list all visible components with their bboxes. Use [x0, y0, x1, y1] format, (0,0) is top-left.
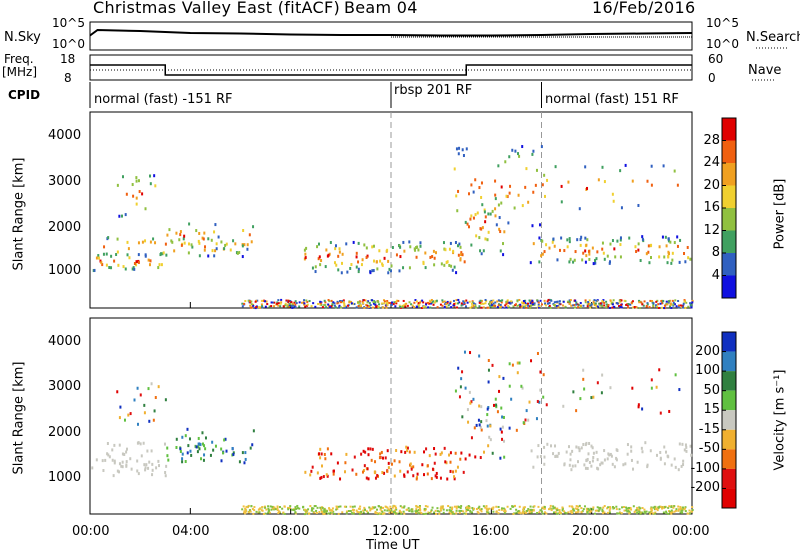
nave-tick-top: 60 — [708, 52, 724, 66]
velocity-y-tick: 3000 — [48, 379, 82, 394]
velocity-colorbar-segment — [722, 351, 736, 372]
x-tick: 04:00 — [172, 524, 210, 539]
power-colorbar-segment — [722, 208, 736, 231]
power-colorbar-tick-label: 12 — [703, 222, 720, 238]
power-colorbar-segment — [722, 185, 736, 208]
velocity-colorbar-tick-label: -200 — [690, 480, 720, 496]
nsky-line — [89, 28, 693, 37]
x-tick: 00:00 — [72, 524, 110, 539]
power-colorbar-tick-label: 24 — [703, 155, 720, 170]
x-tick: 12:00 — [372, 524, 410, 539]
power-colorbar-segment — [722, 275, 736, 298]
velocity-colorbar-segment — [722, 371, 736, 391]
nsky-label: N.Sky — [4, 30, 41, 45]
cpid-label: CPID — [8, 88, 41, 102]
velocity-colorbar-tick-label: 15 — [703, 402, 720, 418]
velocity-colorbar-tick-label: 200 — [695, 343, 720, 359]
freq-panel-frame — [89, 54, 693, 81]
velocity-colorbar-frame — [721, 331, 737, 509]
power-y-tick: 3000 — [48, 174, 82, 189]
velocity-colorbar-segment — [722, 488, 736, 508]
nsky-tick-top: 10^5 — [52, 16, 85, 30]
x-tick: 08:00 — [272, 524, 310, 539]
x-tick: 00:00 — [672, 524, 710, 539]
power-colorbar-tick-label: 16 — [703, 200, 720, 215]
velocity-colorbar-tick-label: -50 — [698, 441, 720, 457]
power-colorbar-segment — [722, 253, 736, 276]
velocity-panel-frame — [89, 317, 693, 515]
velocity-colorbar-tick-label: 50 — [703, 382, 720, 398]
power-colorbar-tick-label: 20 — [703, 177, 720, 193]
velocity-colorbar-segment — [722, 429, 736, 450]
cpid-segment-label: normal (fast) 151 RF — [545, 92, 679, 107]
freq-tick-top: 18 — [60, 52, 76, 66]
velocity-y-tick: 4000 — [48, 334, 82, 349]
power-y-tick: 1000 — [48, 263, 82, 278]
power-colorbar-segment — [722, 140, 736, 163]
velocity-colorbar-segment — [722, 390, 736, 411]
power-y-tick: 4000 — [48, 128, 82, 143]
nave-tick-bottom: 0 — [708, 71, 716, 85]
chart-title: Christmas Valley East (fitACF) — [93, 0, 341, 17]
velocity-echo-cells — [91, 350, 694, 516]
velocity-y-tick: 2000 — [48, 425, 82, 440]
power-colorbar-tick-label: 28 — [703, 132, 720, 148]
power-colorbar-tick-label: 4 — [711, 267, 720, 283]
power-echo-cells — [92, 145, 694, 310]
velocity-colorbar-tick-label: 100 — [695, 363, 720, 379]
freq-label: Freq. — [4, 52, 34, 66]
freq-line — [90, 64, 692, 76]
power-colorbar-tick-label: 8 — [711, 245, 720, 260]
x-tick: 20:00 — [572, 524, 610, 539]
nsky-tick-bottom: 10^0 — [52, 37, 85, 51]
power-colorbar-segment — [722, 230, 736, 253]
velocity-y-tick: 1000 — [48, 470, 82, 485]
power-panel-frame — [89, 111, 693, 309]
nsearch-tick-top: 10^5 — [706, 16, 739, 30]
velocity-colorbar-segment — [722, 449, 736, 469]
nsearch-label: N.Search — [746, 30, 800, 45]
x-tick: 16:00 — [472, 524, 510, 539]
cpid-segment-label: rbsp 201 RF — [394, 83, 473, 98]
velocity-colorbar-segment — [722, 410, 736, 430]
beam-label: Beam 04 — [344, 0, 418, 17]
nsearch-tick-bottom: 10^0 — [706, 37, 739, 51]
date-label: 16/Feb/2016 — [592, 0, 696, 17]
power-y-tick: 2000 — [48, 220, 82, 235]
nave-label: Nave — [748, 63, 782, 78]
velocity-colorbar-tick-label: -15 — [698, 421, 720, 437]
velocity-colorbar-segment — [722, 332, 736, 352]
power-colorbar-segment — [722, 163, 736, 186]
power-colorbar-segment — [722, 118, 736, 141]
velocity-colorbar-tick-label: -100 — [690, 460, 720, 476]
freq-tick-bottom: 8 — [64, 71, 72, 85]
x-axis-label: Time UT — [366, 538, 420, 553]
freq-unit-label: [MHz] — [2, 65, 38, 79]
velocity-colorbar-segment — [722, 468, 736, 489]
cpid-segment-label: normal (fast) -151 RF — [94, 92, 233, 107]
nsky-panel-frame — [89, 21, 693, 51]
